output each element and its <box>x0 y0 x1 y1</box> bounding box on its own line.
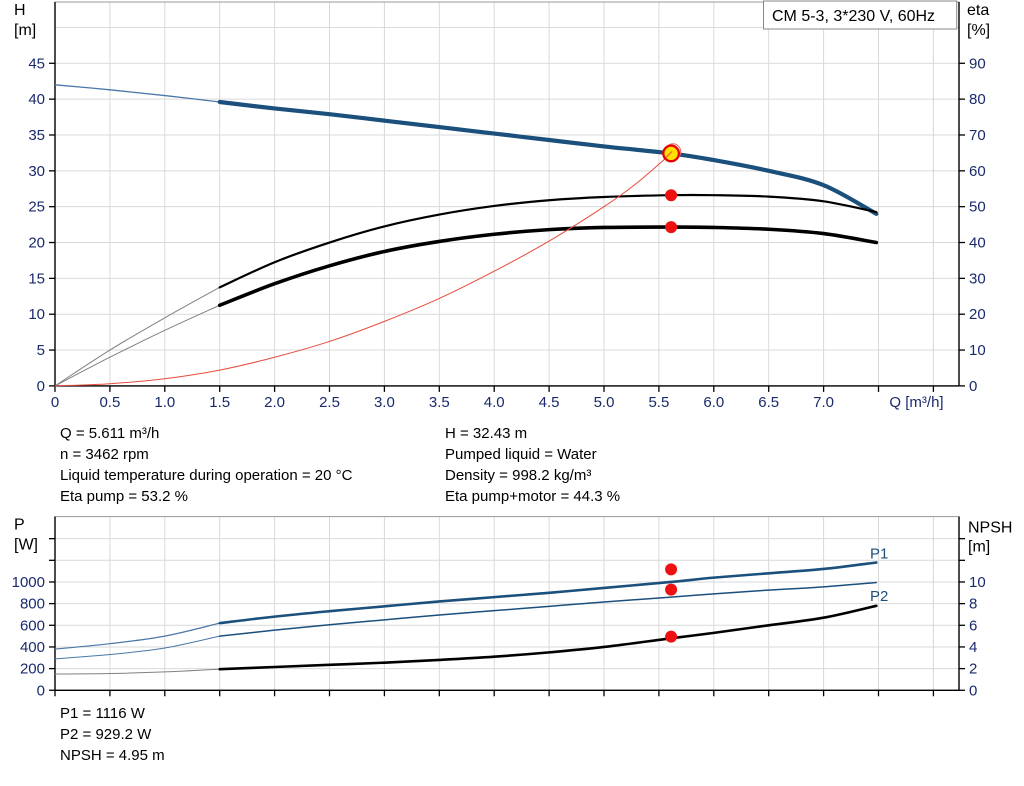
svg-text:NPSH = 4.95 m: NPSH = 4.95 m <box>60 747 165 764</box>
svg-text:10: 10 <box>28 306 45 323</box>
svg-text:20: 20 <box>969 306 986 323</box>
svg-text:P2: P2 <box>870 588 888 605</box>
svg-text:30: 30 <box>969 270 986 287</box>
svg-text:40: 40 <box>28 91 45 108</box>
svg-text:15: 15 <box>28 270 45 287</box>
svg-text:1000: 1000 <box>12 574 45 591</box>
svg-text:35: 35 <box>28 127 45 144</box>
svg-text:NPSH: NPSH <box>968 520 1012 537</box>
svg-text:Eta pump = 53.2 %: Eta pump = 53.2 % <box>60 488 188 505</box>
svg-text:0: 0 <box>969 378 977 395</box>
svg-text:45: 45 <box>28 55 45 72</box>
svg-text:4.5: 4.5 <box>539 394 560 411</box>
svg-text:25: 25 <box>28 199 45 216</box>
svg-text:Density = 998.2 kg/m³: Density = 998.2 kg/m³ <box>445 467 591 484</box>
svg-text:0: 0 <box>37 378 45 395</box>
svg-text:80: 80 <box>969 91 986 108</box>
svg-text:90: 90 <box>969 55 986 72</box>
svg-text:4: 4 <box>969 639 977 656</box>
svg-text:0: 0 <box>51 394 59 411</box>
svg-text:6: 6 <box>969 617 977 634</box>
svg-text:400: 400 <box>20 639 45 656</box>
svg-text:5.5: 5.5 <box>648 394 669 411</box>
svg-text:10: 10 <box>969 342 986 359</box>
svg-text:[m]: [m] <box>968 539 990 556</box>
svg-text:600: 600 <box>20 617 45 634</box>
svg-text:60: 60 <box>969 163 986 180</box>
svg-text:2.0: 2.0 <box>264 394 285 411</box>
svg-text:H: H <box>14 2 26 19</box>
svg-text:800: 800 <box>20 596 45 613</box>
svg-text:5: 5 <box>37 342 45 359</box>
svg-text:7.0: 7.0 <box>813 394 834 411</box>
svg-text:1.5: 1.5 <box>209 394 230 411</box>
svg-text:2.5: 2.5 <box>319 394 340 411</box>
svg-text:P: P <box>14 517 25 534</box>
svg-text:Q = 5.611 m³/h: Q = 5.611 m³/h <box>60 425 159 442</box>
svg-text:Q [m³/h]: Q [m³/h] <box>889 394 943 411</box>
svg-text:40: 40 <box>969 235 986 252</box>
svg-text:1.0: 1.0 <box>154 394 175 411</box>
svg-text:3.5: 3.5 <box>429 394 450 411</box>
svg-text:10: 10 <box>969 574 986 591</box>
svg-text:200: 200 <box>20 661 45 678</box>
svg-text:0: 0 <box>969 682 977 699</box>
svg-text:[%]: [%] <box>967 22 990 39</box>
svg-text:H = 32.43 m: H = 32.43 m <box>445 425 527 442</box>
svg-text:6.5: 6.5 <box>758 394 779 411</box>
svg-text:2: 2 <box>969 661 977 678</box>
svg-text:P1: P1 <box>870 545 888 562</box>
svg-text:3.0: 3.0 <box>374 394 395 411</box>
svg-text:Pumped liquid = Water: Pumped liquid = Water <box>445 446 597 463</box>
svg-text:P2 = 929.2 W: P2 = 929.2 W <box>60 726 152 743</box>
svg-text:Liquid temperature during oper: Liquid temperature during operation = 20… <box>60 467 353 484</box>
svg-text:eta: eta <box>967 2 989 19</box>
svg-text:P1 = 1116 W: P1 = 1116 W <box>60 705 146 722</box>
svg-text:8: 8 <box>969 596 977 613</box>
svg-text:0.5: 0.5 <box>99 394 120 411</box>
svg-text:[m]: [m] <box>14 22 36 39</box>
svg-text:5.0: 5.0 <box>594 394 615 411</box>
svg-text:0: 0 <box>37 682 45 699</box>
svg-text:70: 70 <box>969 127 986 144</box>
svg-text:Eta pump+motor = 44.3 %: Eta pump+motor = 44.3 % <box>445 488 620 505</box>
svg-text:CM 5-3, 3*230 V, 60Hz: CM 5-3, 3*230 V, 60Hz <box>772 8 935 25</box>
svg-text:n = 3462 rpm: n = 3462 rpm <box>60 446 149 463</box>
svg-text:[W]: [W] <box>14 537 38 554</box>
svg-text:30: 30 <box>28 163 45 180</box>
svg-text:4.0: 4.0 <box>484 394 505 411</box>
svg-text:50: 50 <box>969 199 986 216</box>
svg-text:20: 20 <box>28 235 45 252</box>
svg-text:6.0: 6.0 <box>703 394 724 411</box>
